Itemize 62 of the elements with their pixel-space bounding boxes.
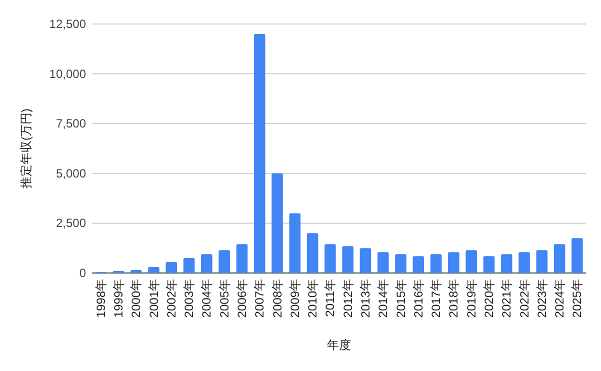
bar: [342, 246, 354, 273]
x-tick-label: 2016年: [411, 279, 426, 318]
bar: [483, 256, 495, 273]
y-tick-label: 10,000: [49, 66, 86, 81]
y-tick-label: 0: [79, 266, 86, 280]
x-tick-label: 2013年: [358, 279, 372, 318]
x-tick-label: 2004年: [200, 279, 214, 318]
bar: [448, 252, 460, 273]
bar: [306, 233, 318, 273]
x-tick-label: 2002年: [164, 279, 178, 318]
bar: [272, 173, 283, 273]
x-tick-label: 2018年: [446, 279, 461, 318]
x-tick-label: 2010年: [306, 279, 320, 318]
bar: [289, 213, 301, 273]
bar: [554, 244, 566, 273]
x-tick-label: 2020年: [482, 279, 496, 318]
bar: [218, 250, 230, 273]
y-tick-label: 2,500: [56, 216, 86, 230]
bar: [166, 262, 178, 273]
x-tick-label: 2023年: [534, 279, 549, 318]
bar: [412, 256, 424, 273]
x-tick-label: 2015年: [394, 279, 408, 318]
x-tick-label: 2011年: [323, 279, 338, 317]
y-tick-label: 12,500: [49, 17, 86, 31]
x-tick-label: 2025年: [570, 279, 584, 318]
bar: [430, 254, 442, 273]
x-tick-label: 2014年: [376, 279, 390, 318]
bar: [201, 254, 212, 273]
bar: [130, 270, 142, 273]
x-tick-label: 1998年: [94, 279, 108, 318]
x-tick-label: 2022年: [517, 279, 532, 318]
bar: [148, 267, 160, 273]
bar: [572, 238, 583, 273]
bar: [254, 34, 266, 273]
y-tick-label: 7,500: [56, 116, 86, 131]
bar: [236, 244, 248, 273]
bar: [183, 258, 195, 273]
x-tick-label: 2008年: [270, 279, 284, 318]
x-tick-label: 2019年: [464, 279, 478, 318]
bar: [536, 250, 548, 273]
x-tick-label: 2003年: [182, 279, 196, 318]
y-tick-label: 5,000: [56, 166, 86, 180]
x-tick-label: 2012年: [340, 279, 355, 318]
x-tick-label: 2006年: [234, 279, 249, 318]
bar: [360, 248, 372, 273]
x-tick-label: 2017年: [429, 279, 444, 318]
y-axis-title: 推定年収(万円): [19, 108, 33, 188]
x-tick-label: 2000年: [129, 279, 144, 318]
bar: [377, 252, 389, 273]
bar: [466, 250, 477, 273]
x-axis-title: 年度: [327, 338, 351, 352]
x-tick-label: 2009年: [288, 279, 302, 318]
bar: [324, 244, 336, 273]
x-tick-label: 2007年: [252, 279, 267, 318]
bar: [500, 254, 512, 273]
bar: [395, 254, 406, 273]
x-tick-label: 1999年: [111, 279, 126, 318]
bar: [518, 252, 530, 273]
x-tick-label: 2024年: [552, 279, 567, 318]
x-tick-label: 2005年: [217, 279, 232, 318]
x-tick-label: 2021年: [500, 279, 514, 318]
x-tick-label: 2001年: [146, 279, 161, 318]
